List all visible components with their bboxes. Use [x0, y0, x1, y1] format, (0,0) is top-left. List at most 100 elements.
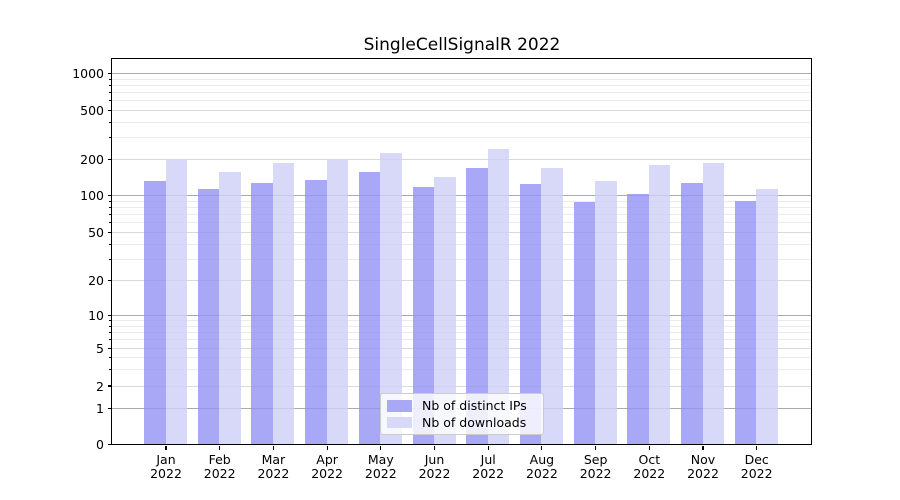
- x-tick-label-line: 2022: [633, 466, 666, 481]
- gridline-minor: [111, 92, 811, 94]
- bar-downloads: [487, 149, 510, 444]
- y-tick-minor: [109, 243, 112, 245]
- legend-entry-distinct-ips: Nb of distinct IPs: [387, 398, 543, 415]
- gridline-minor: [111, 85, 811, 87]
- x-tick: [648, 446, 650, 450]
- y-tick-label: 20: [88, 272, 104, 288]
- bar-downloads: [326, 160, 349, 444]
- plot-area: [110, 57, 812, 445]
- x-tick-label-line: Oct: [638, 452, 661, 467]
- bar-distinct-ips: [358, 172, 381, 444]
- x-tick: [433, 446, 436, 450]
- x-tick-label-line: Aug: [529, 452, 555, 467]
- x-tick-label-line: 2022: [687, 466, 719, 481]
- gridline-minor: [111, 243, 811, 245]
- y-tick: [107, 232, 112, 234]
- gridline-minor: [111, 206, 811, 208]
- y-tick-label: 100: [80, 188, 104, 203]
- x-tick-label-line: Nov: [690, 452, 716, 467]
- x-tick-label: Apr 2022: [295, 453, 359, 481]
- gridline-major: [111, 195, 811, 196]
- gridline-mid: [111, 279, 811, 281]
- x-tick-label-line: Sep: [583, 452, 608, 467]
- legend: Nb of distinct IPs Nb of downloads: [380, 392, 544, 435]
- gridline-minor: [111, 214, 811, 216]
- x-tick-label-line: Jun: [424, 452, 445, 467]
- gridline-minor: [111, 258, 811, 260]
- x-tick-label-line: 2022: [364, 466, 397, 481]
- y-tick-minor: [109, 368, 112, 370]
- bar-downloads: [648, 165, 671, 444]
- legend-swatch-downloads: [387, 416, 412, 428]
- x-tick-label-line: Jul: [480, 452, 496, 467]
- y-tick: [107, 407, 112, 410]
- legend-swatch-distinct-ips: [387, 400, 412, 412]
- gridline-mid: [111, 158, 811, 160]
- gridline-major: [111, 73, 811, 75]
- gridline-minor: [111, 200, 811, 202]
- x-tick-label: Aug 2022: [510, 453, 574, 481]
- x-tick-label: Dec 2022: [725, 453, 789, 481]
- y-tick-minor: [109, 320, 112, 322]
- bar-downloads: [272, 162, 295, 444]
- x-tick-label: Mar 2022: [241, 453, 305, 481]
- gridline-mid: [111, 348, 811, 350]
- bar-distinct-ips: [734, 200, 757, 444]
- bar-downloads: [541, 167, 563, 444]
- x-tick-label: Jun 2022: [403, 453, 467, 481]
- x-tick-label-line: 2022: [257, 466, 290, 481]
- gridline-major: [111, 315, 811, 316]
- y-tick-label: 200: [80, 151, 104, 167]
- x-tick-label-line: 2022: [311, 466, 343, 481]
- x-tick-label: May 2022: [349, 453, 413, 481]
- legend-label-distinct-ips: Nb of distinct IPs: [422, 398, 527, 414]
- y-tick: [107, 314, 112, 317]
- y-tick-label: 10: [88, 308, 104, 323]
- bar-distinct-ips: [251, 182, 273, 444]
- bar-downloads: [756, 188, 778, 444]
- gridline-minor: [111, 122, 811, 124]
- y-tick: [107, 110, 112, 112]
- x-tick: [702, 446, 704, 450]
- bar-distinct-ips: [573, 201, 596, 444]
- x-tick-label-line: 2022: [418, 466, 451, 481]
- y-tick-minor: [109, 214, 112, 216]
- x-tick-label-line: 2022: [579, 466, 612, 481]
- y-tick-minor: [109, 78, 112, 80]
- bar-distinct-ips: [681, 182, 703, 444]
- legend-entry-downloads: Nb of downloads: [387, 414, 543, 431]
- bar-downloads: [165, 160, 187, 444]
- bar-downloads: [702, 163, 724, 444]
- y-tick: [107, 194, 112, 197]
- bar-downloads: [595, 181, 617, 444]
- x-tick: [487, 446, 489, 450]
- x-tick-label-line: Apr: [316, 452, 338, 467]
- x-tick-label: Jan 2022: [134, 453, 198, 481]
- gridline-mid: [111, 232, 811, 234]
- y-tick: [107, 73, 112, 75]
- bar-downloads: [434, 177, 456, 444]
- plot-canvas: [111, 59, 811, 444]
- y-tick-minor: [109, 85, 112, 87]
- bar-distinct-ips: [144, 181, 166, 444]
- y-tick-minor: [109, 339, 112, 341]
- y-tick-minor: [109, 122, 112, 124]
- x-tick-label-line: 2022: [525, 466, 558, 481]
- x-tick: [756, 446, 758, 450]
- bar-distinct-ips: [627, 193, 649, 444]
- gridline-minor: [111, 368, 811, 370]
- y-tick-label: 0: [96, 436, 104, 452]
- x-tick-label: Sep 2022: [564, 453, 628, 481]
- chart-title: SingleCellSignalR 2022: [363, 35, 561, 55]
- y-tick-minor: [109, 222, 112, 224]
- y-tick-label: 50: [88, 225, 104, 241]
- y-tick: [107, 385, 112, 387]
- y-tick-minor: [109, 200, 112, 202]
- x-tick: [165, 446, 167, 450]
- gridline-mid: [111, 385, 811, 387]
- bar-distinct-ips: [197, 189, 220, 444]
- x-tick-label-line: Dec: [744, 452, 769, 467]
- gridline-minor: [111, 320, 811, 322]
- gridline-mid: [111, 110, 811, 112]
- gridline-minor: [111, 222, 811, 224]
